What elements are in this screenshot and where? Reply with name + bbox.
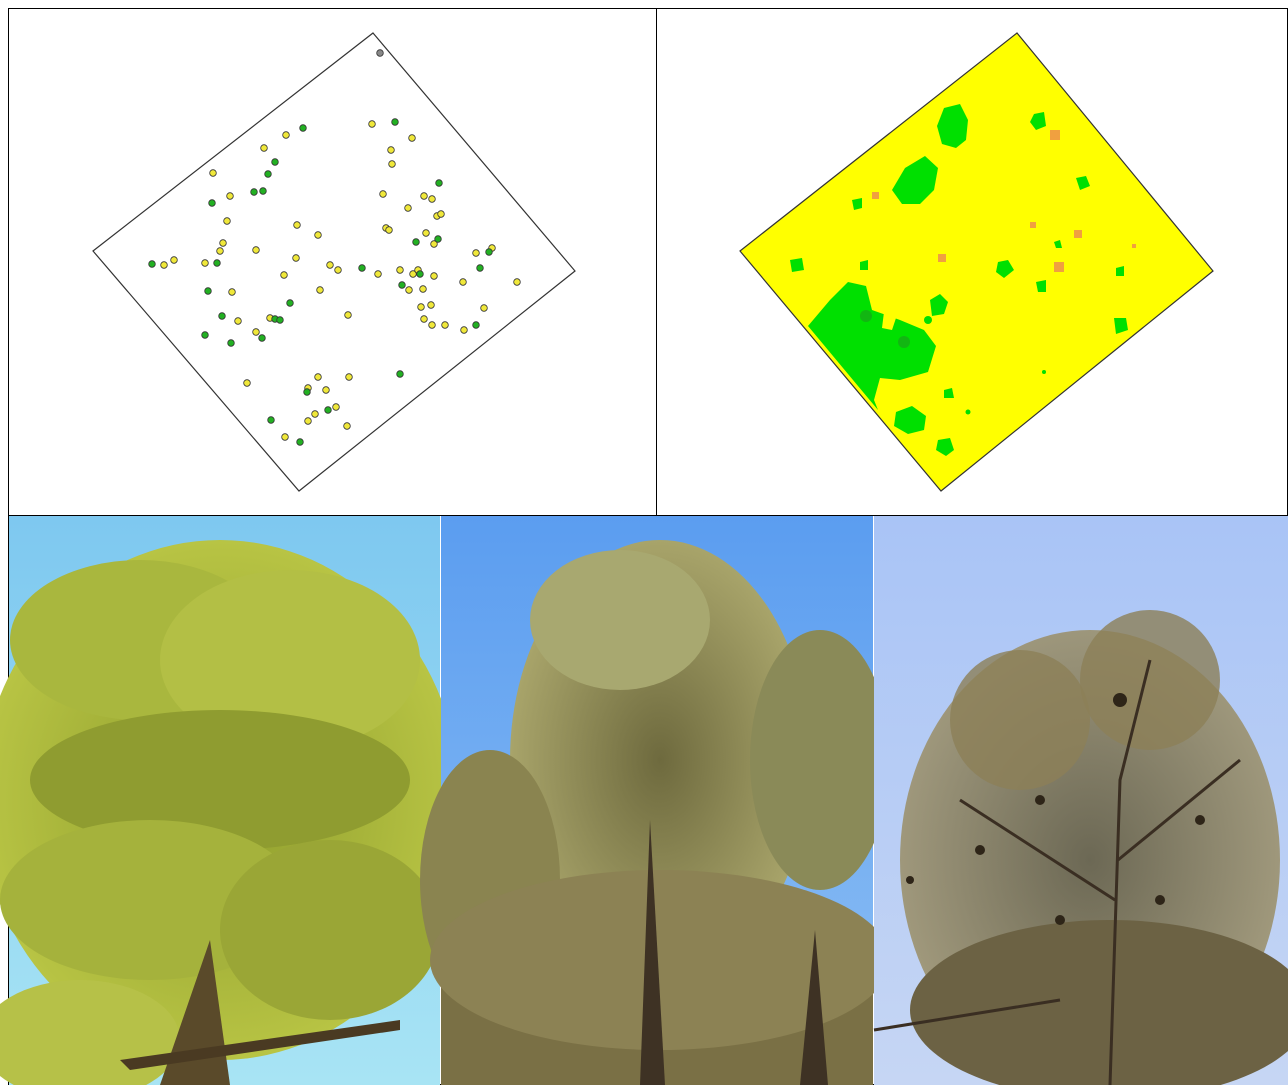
point-map bbox=[92, 32, 576, 492]
plot-boundary bbox=[92, 32, 576, 492]
grey-point bbox=[376, 49, 384, 57]
plot-boundary bbox=[739, 32, 1214, 492]
yellow-hole bbox=[882, 312, 896, 330]
photo-1 bbox=[0, 516, 460, 1085]
photo-3 bbox=[873, 516, 1288, 1085]
photo-2 bbox=[420, 516, 890, 1085]
yellow-points bbox=[160, 120, 521, 441]
orange-patches bbox=[872, 130, 1136, 272]
green-patches bbox=[790, 104, 1128, 456]
dark-spots bbox=[860, 310, 910, 348]
green-points bbox=[148, 118, 493, 446]
classified-map bbox=[739, 32, 1214, 492]
